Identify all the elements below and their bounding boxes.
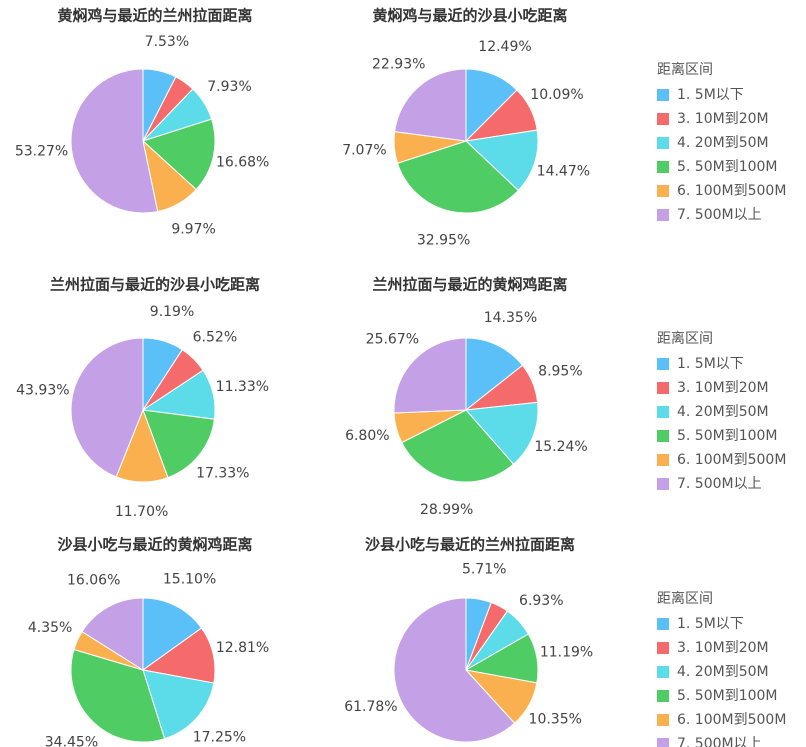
slice-label: 25.67% xyxy=(366,331,419,347)
slice-label: 32.95% xyxy=(417,233,470,249)
pie-slice xyxy=(142,669,215,740)
pie-slice xyxy=(393,337,467,414)
chart-title: 兰州拉面与最近的沙县小吃距离 xyxy=(50,276,260,294)
legend-swatch xyxy=(657,430,669,442)
legend-label: 6. 100M到500M xyxy=(677,712,786,728)
legend-swatch xyxy=(657,478,669,490)
slice-label: 7.93% xyxy=(207,79,251,95)
legend-swatch xyxy=(657,185,669,197)
slice-label: 14.35% xyxy=(484,310,537,326)
legend-swatch xyxy=(657,618,669,630)
legend-title: 距离区间 xyxy=(657,330,713,347)
legend-label: 3. 10M到20M xyxy=(677,380,769,396)
pie-slice xyxy=(70,68,159,214)
pie-slice xyxy=(464,129,539,192)
slice-label: 10.09% xyxy=(530,87,583,103)
pie-slice xyxy=(394,68,467,142)
slice-label: 16.68% xyxy=(216,155,269,171)
slice-label: 8.95% xyxy=(538,363,582,379)
slice-label: 12.81% xyxy=(216,640,269,656)
legend-label: 6. 100M到500M xyxy=(677,183,786,199)
slice-label: 22.93% xyxy=(372,56,425,72)
legend-swatch xyxy=(657,113,669,125)
legend-label: 4. 20M到50M xyxy=(677,404,769,420)
legend-label: 5. 50M到100M xyxy=(677,428,778,444)
pie-slice xyxy=(142,409,215,479)
slice-label: 6.93% xyxy=(519,593,563,609)
pie-slice xyxy=(393,597,516,743)
chart-title: 兰州拉面与最近的黄焖鸡距离 xyxy=(372,276,567,294)
pie-slice xyxy=(81,597,144,671)
slice-label: 11.19% xyxy=(540,645,593,661)
chart-title: 沙县小吃与最近的兰州拉面距离 xyxy=(365,536,575,554)
pie-slice xyxy=(141,627,216,684)
legend-swatch xyxy=(657,738,669,747)
pie-slice xyxy=(70,648,166,743)
slice-label: 7.53% xyxy=(145,34,189,50)
legend-label: 3. 10M到20M xyxy=(677,640,769,656)
legend-swatch xyxy=(657,714,669,726)
pie-slice xyxy=(396,140,520,214)
legend-label: 1. 5M以下 xyxy=(677,616,744,632)
slice-label: 16.06% xyxy=(67,573,120,589)
pie-slice xyxy=(465,337,524,412)
legend-label: 5. 50M到100M xyxy=(677,688,778,704)
slice-label: 14.47% xyxy=(537,163,590,179)
slice-label: 15.10% xyxy=(163,571,216,587)
legend-swatch xyxy=(657,666,669,678)
legend-label: 7. 500M以上 xyxy=(677,736,762,747)
chart-title: 黄焖鸡与最近的兰州拉面距离 xyxy=(57,7,252,25)
legend-label: 7. 500M以上 xyxy=(677,207,762,223)
legend-label: 1. 5M以下 xyxy=(677,87,744,103)
pie-slice xyxy=(464,401,539,465)
legend-swatch xyxy=(657,406,669,418)
legend-title: 距离区间 xyxy=(657,590,713,607)
legend-title: 距离区间 xyxy=(657,61,713,78)
legend-swatch xyxy=(657,690,669,702)
slice-label: 17.33% xyxy=(196,466,249,482)
legend-swatch xyxy=(657,137,669,149)
slice-label: 12.49% xyxy=(478,39,531,55)
legend-label: 4. 20M到50M xyxy=(677,664,769,680)
legend-swatch xyxy=(657,382,669,394)
legend-label: 6. 100M到500M xyxy=(677,452,786,468)
pie-slice xyxy=(142,597,203,671)
slice-label: 15.24% xyxy=(534,439,587,455)
legend-label: 5. 50M到100M xyxy=(677,159,778,175)
slice-label: 34.45% xyxy=(45,735,98,747)
legend-label: 7. 500M以上 xyxy=(677,476,762,492)
slice-label: 11.70% xyxy=(115,504,168,520)
slice-label: 53.27% xyxy=(15,143,68,159)
chart-title: 沙县小吃与最近的黄焖鸡距离 xyxy=(57,536,252,554)
slice-label: 11.33% xyxy=(216,379,269,395)
slice-label: 6.80% xyxy=(345,428,389,444)
slice-label: 43.93% xyxy=(16,383,69,399)
slice-label: 5.71% xyxy=(462,562,506,578)
pie-slice xyxy=(70,337,144,478)
legend-swatch xyxy=(657,209,669,221)
legend-swatch xyxy=(657,161,669,173)
slice-label: 28.99% xyxy=(420,502,473,518)
legend-label: 1. 5M以下 xyxy=(677,356,744,372)
chart-title: 黄焖鸡与最近的沙县小吃距离 xyxy=(372,7,567,25)
slice-label: 4.35% xyxy=(28,620,72,636)
slice-label: 17.25% xyxy=(193,730,246,746)
legend-swatch xyxy=(657,454,669,466)
slice-label: 7.07% xyxy=(342,142,386,158)
slice-label: 9.19% xyxy=(150,304,194,320)
legend-swatch xyxy=(657,358,669,370)
slice-label: 6.52% xyxy=(193,330,237,346)
legend-label: 3. 10M到20M xyxy=(677,111,769,127)
legend-swatch xyxy=(657,642,669,654)
legend-label: 4. 20M到50M xyxy=(677,135,769,151)
slice-label: 10.35% xyxy=(529,711,582,727)
legend-swatch xyxy=(657,89,669,101)
slice-label: 61.78% xyxy=(344,699,397,715)
pie-slice xyxy=(401,409,515,483)
pie-slice xyxy=(142,118,216,191)
slice-label: 9.97% xyxy=(171,222,215,238)
